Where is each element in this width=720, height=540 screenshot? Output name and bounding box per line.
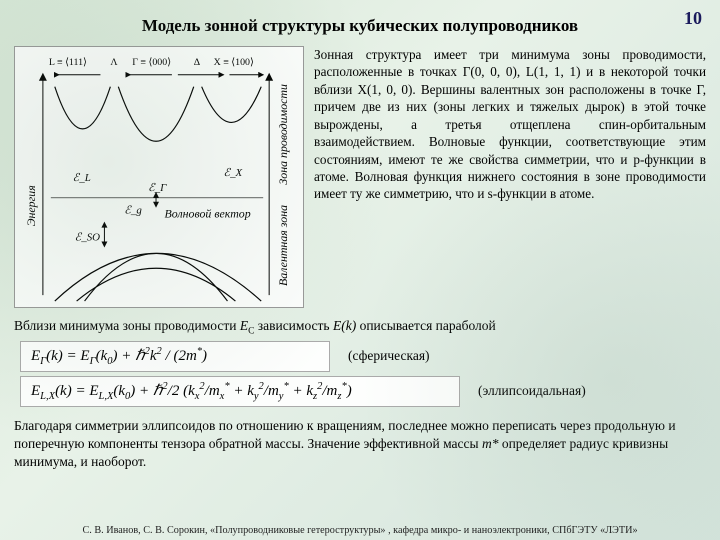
y-axis-right-bot: Валентная зона — [276, 205, 290, 286]
formula-spherical-label: (сферическая) — [348, 348, 430, 364]
formula-spherical: EΓ(k) = EΓ(k0) + ℏ2k2 / (2m*) — [20, 341, 330, 372]
diagram-label-X: X ≡ ⟨100⟩ — [214, 57, 254, 68]
formula-ellipsoidal-label: (эллипсоидальная) — [478, 383, 586, 399]
mid-sentence: Вблизи минимума зоны проводимости EC зав… — [0, 308, 720, 339]
e-so-label: ℰ_SO — [75, 232, 101, 244]
bottom-paragraph: Благодаря симметрии эллипсоидов по отнош… — [0, 409, 720, 474]
diagram-label-Delta: Δ — [194, 57, 200, 68]
formula-ellipsoidal: EL,X(k) = EL,X(k0) + ℏ2/2 (kx2/mx* + ky2… — [20, 376, 460, 407]
e-G-label: ℰ_Γ — [148, 182, 167, 194]
diagram-label-Lambda: Λ — [110, 57, 118, 68]
diagram-label-L: L ≡ ⟨111⟩ — [49, 57, 87, 68]
description-text: Зонная структура имеет три минимума зоны… — [314, 46, 706, 308]
y-axis-left-label: Энергия — [24, 185, 38, 226]
e-X-label: ℰ_X — [224, 167, 244, 179]
page-title: Модель зонной структуры кубических полуп… — [0, 0, 720, 46]
band-structure-diagram: L ≡ ⟨111⟩ Λ Γ ≡ ⟨000⟩ Δ X ≡ ⟨100⟩ — [14, 46, 304, 308]
y-axis-right-top: Зона проводимости — [276, 84, 290, 185]
x-axis-label: Волновой вектор — [165, 207, 251, 221]
e-g-label: ℰ_g — [124, 205, 142, 217]
footer: С. В. Иванов, С. В. Сорокин, «Полупровод… — [0, 525, 720, 536]
page-number: 10 — [684, 8, 702, 29]
e-L-label: ℰ_L — [73, 172, 91, 184]
diagram-label-Gamma: Γ ≡ ⟨000⟩ — [132, 57, 171, 68]
